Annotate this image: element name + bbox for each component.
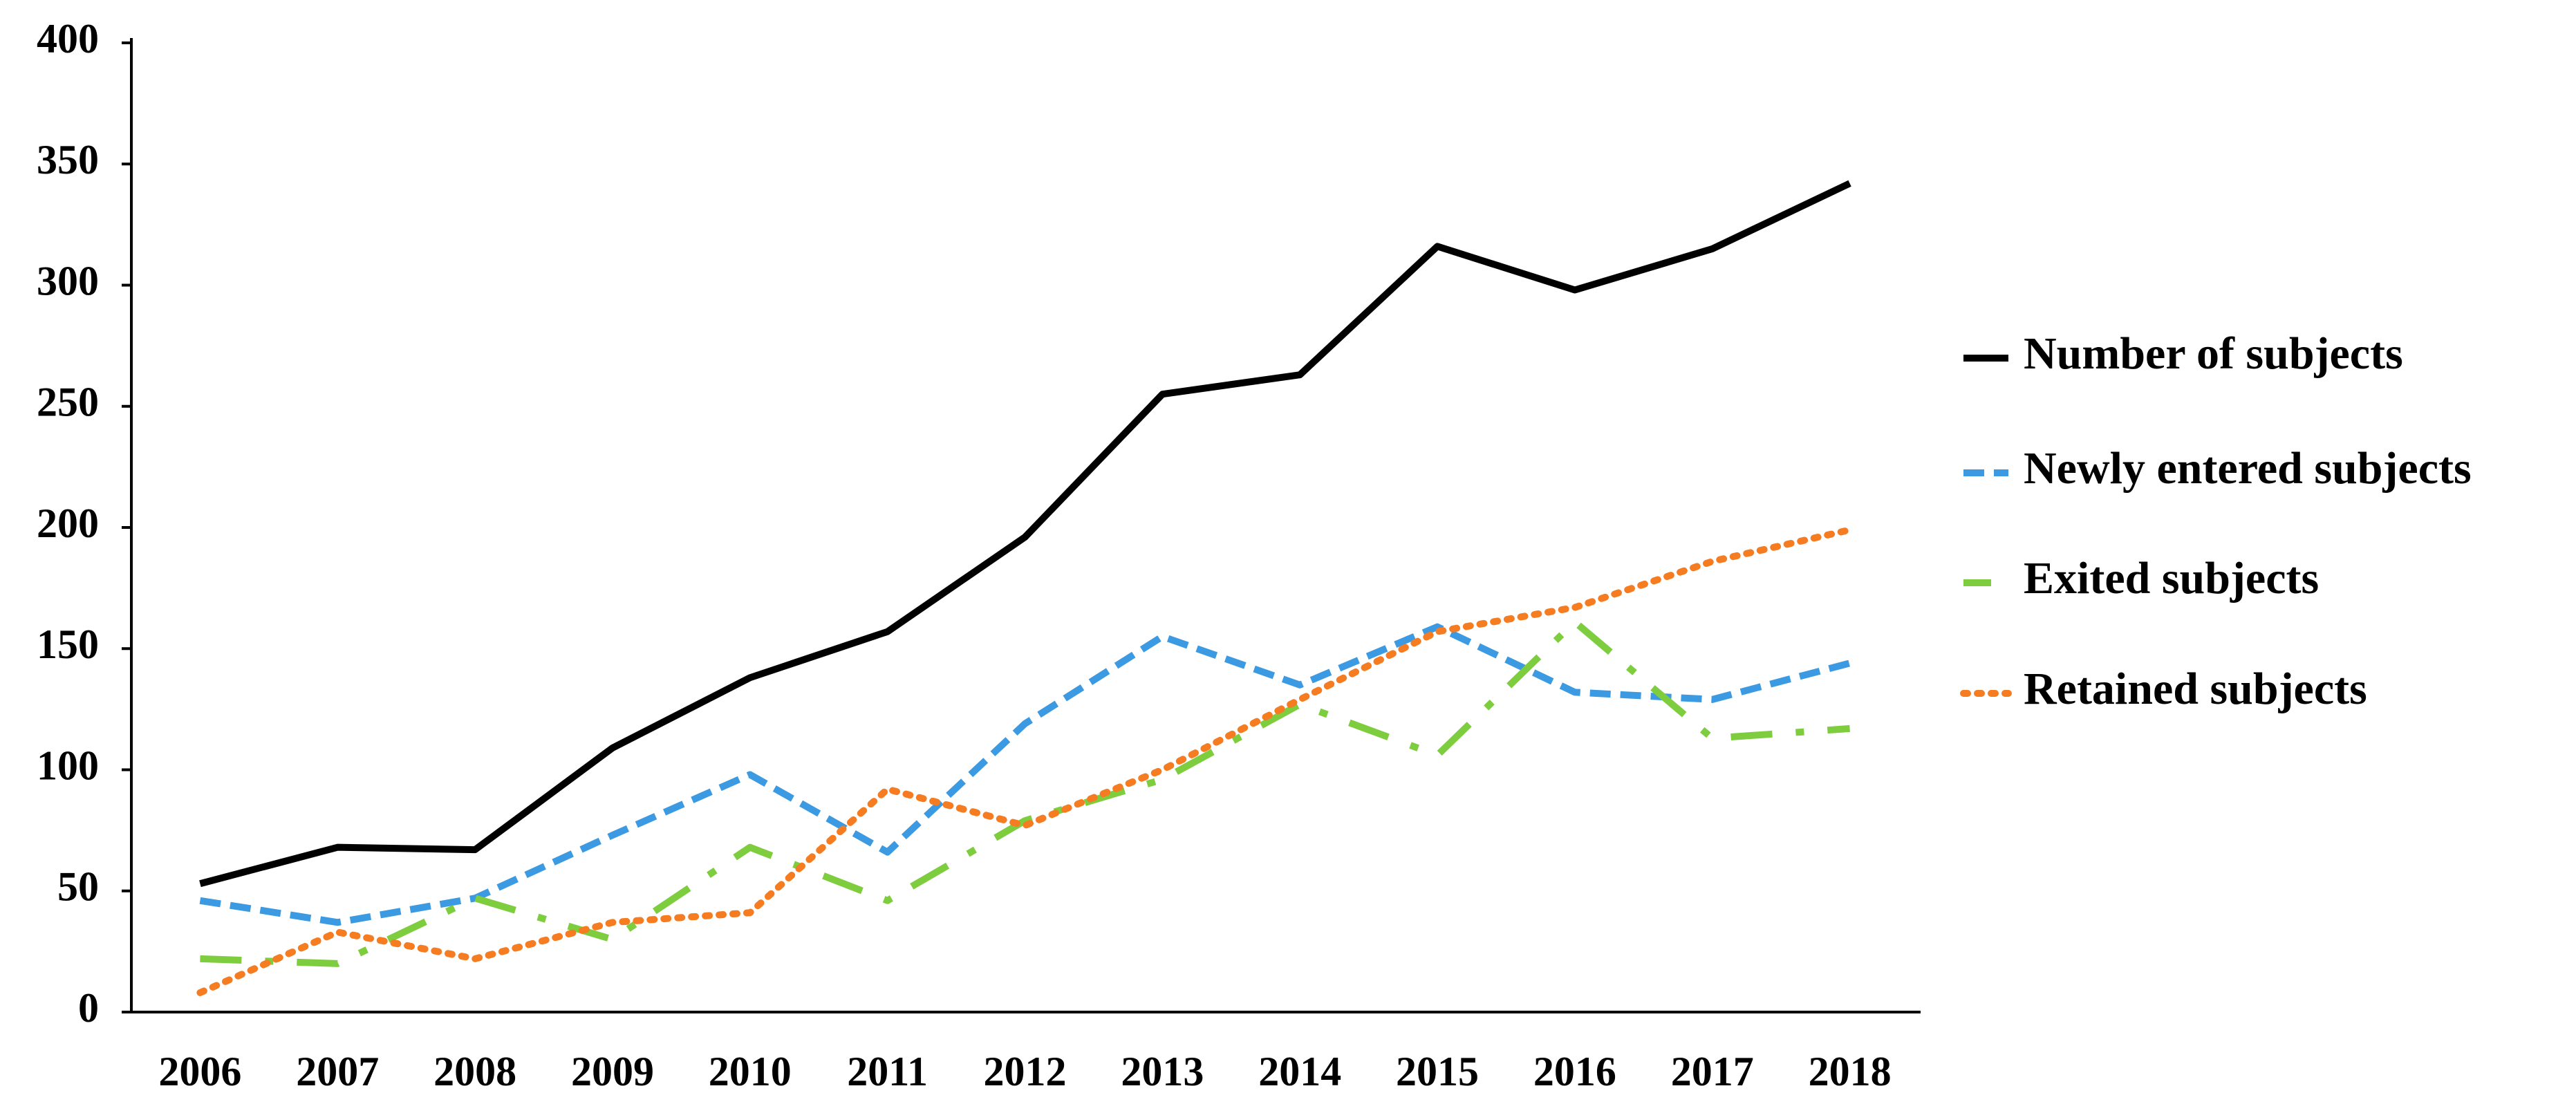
x-tick-label: 2012 [984,1049,1067,1094]
y-tick-label: 50 [57,864,99,910]
x-tick-label: 2011 [847,1049,928,1094]
legend-label: Number of subjects [2024,328,2403,379]
legend-label: Retained subjects [2024,664,2367,714]
y-tick-label: 400 [37,16,99,62]
x-tick-label: 2018 [1809,1049,1892,1094]
y-tick-label: 350 [37,137,99,183]
y-tick-label: 300 [37,258,99,303]
x-tick-label: 2007 [296,1049,379,1094]
legend-label: Newly entered subjects [2024,443,2472,494]
y-tick-label: 0 [78,985,99,1031]
series-line [199,180,1851,888]
x-tick-label: 2017 [1671,1049,1754,1094]
x-tick-label: 2009 [571,1049,654,1094]
x-tick-label: 2013 [1121,1049,1204,1094]
x-tick-label: 2016 [1533,1049,1616,1094]
y-tick-label: 150 [37,621,99,667]
series-line [199,623,1851,926]
series-line [196,526,1854,996]
x-tick-label: 2006 [158,1049,241,1094]
legend-label: Exited subjects [2024,553,2319,604]
x-tick-label: 2014 [1258,1049,1341,1094]
x-tick-label: 2015 [1396,1049,1479,1094]
y-tick-label: 100 [37,742,99,788]
y-tick-label: 250 [37,380,99,425]
series-line [200,618,1850,967]
x-tick-label: 2008 [433,1049,516,1094]
x-tick-label: 2010 [709,1049,792,1094]
y-tick-label: 200 [37,501,99,546]
